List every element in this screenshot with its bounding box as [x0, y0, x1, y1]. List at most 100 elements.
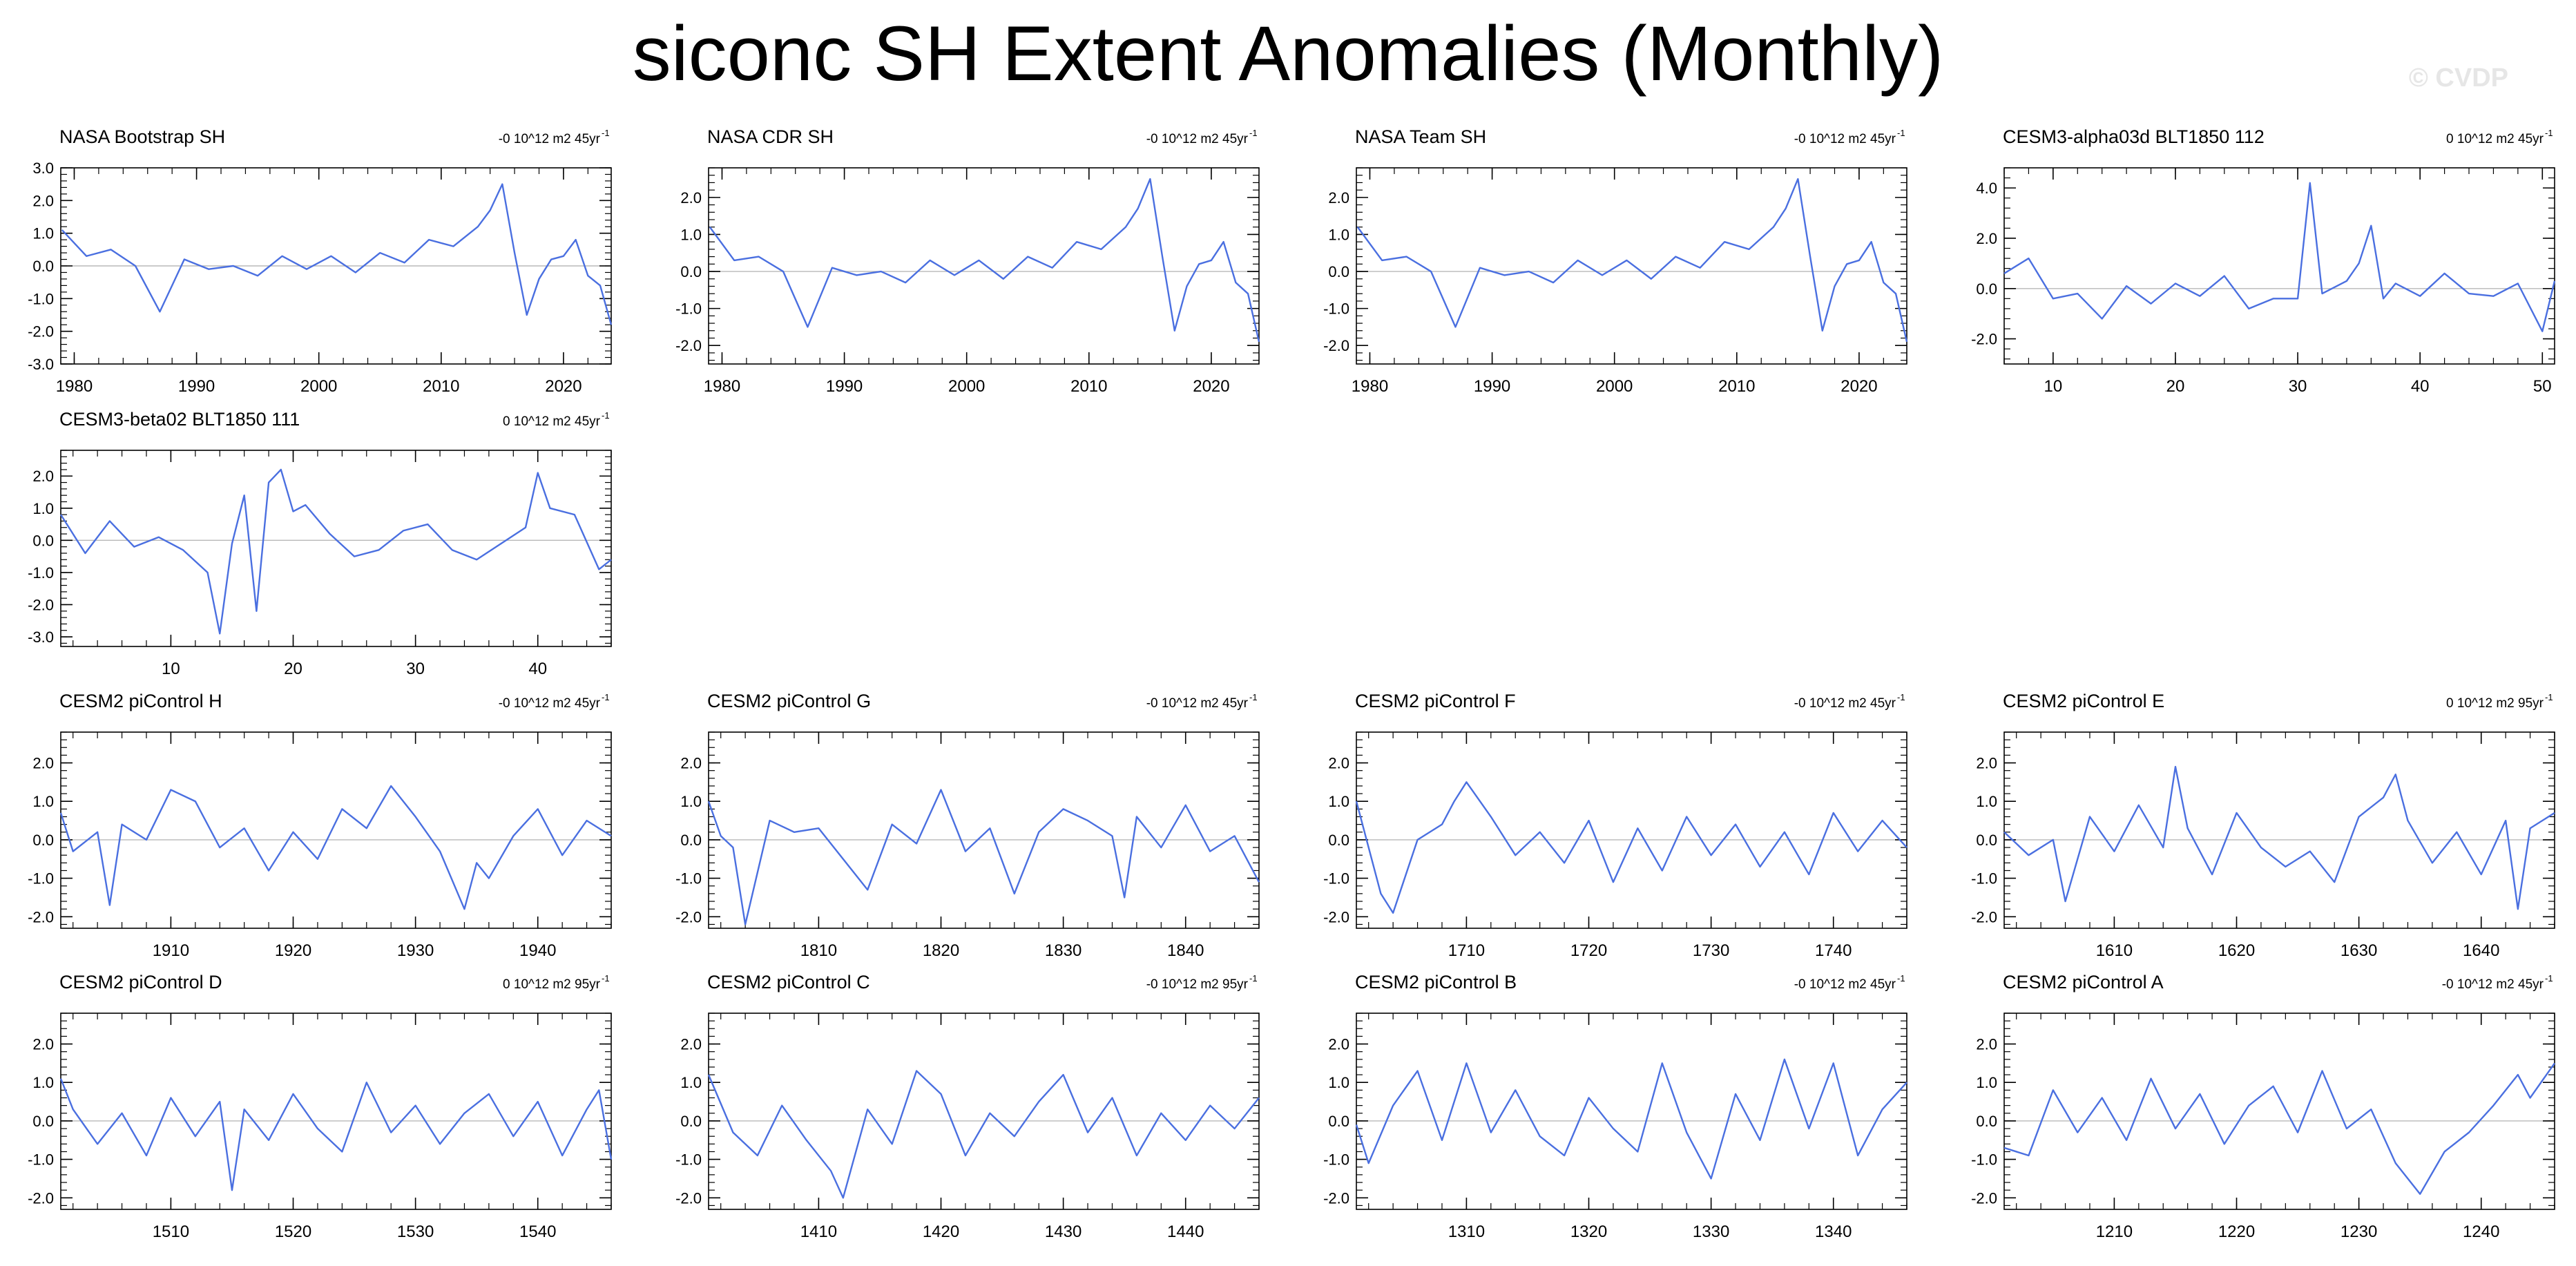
panel-3-y-tick-label: 4.0: [1976, 180, 1997, 197]
panel-3-stat-superscript: -1: [2545, 128, 2553, 138]
panel-11-y-tick-label: -2.0: [1323, 1189, 1349, 1207]
panel-9-x-tick-label: 1510: [153, 1222, 189, 1241]
panel-9-y-tick-label: 1.0: [32, 1074, 54, 1091]
panel-7-y-tick-label: -2.0: [1323, 908, 1349, 925]
panel-9-frame: [60, 1013, 612, 1210]
panel-1-stat-label: -0 10^12 m2 45yr: [1146, 132, 1249, 146]
panel-10-x-tick-label: 1410: [800, 1222, 837, 1241]
panel-6-y-tick-label: 0.0: [680, 832, 702, 849]
panel-6-x-tick-label: 1830: [1045, 941, 1082, 960]
panel-12-frame: [2003, 1013, 2555, 1210]
panel-6-stat-superscript: -1: [1249, 692, 1258, 702]
panel-7-y-tick-label: 1.0: [1328, 793, 1349, 810]
panel-3-title: CESM3-alpha03d BLT1850 112: [2003, 126, 2265, 147]
panel-1: NASA CDR SH -0 10^12 m2 45yr -1 1980 1990 200…: [675, 126, 1260, 396]
panel-8-frame: [2003, 731, 2555, 929]
panel-6-stat-label: -0 10^12 m2 45yr: [1146, 696, 1249, 711]
panel-11-y-tick-label: -1.0: [1323, 1151, 1349, 1169]
panel-12-title: CESM2 piControl A: [2003, 972, 2164, 992]
panel-9-x-tick-label: 1520: [275, 1222, 311, 1241]
panel-6-x-tick-label: 1820: [923, 941, 959, 960]
panel-3-x-tick-label: 40: [2411, 377, 2430, 396]
panel-10-y-tick-label: 0.0: [680, 1113, 702, 1130]
panel-8-stat-label: 0 10^12 m2 95yr: [2446, 696, 2544, 711]
panel-4-stat-superscript: -1: [602, 410, 610, 421]
panel-3: CESM3-alpha03d BLT1850 112 0 10^12 m2 45y…: [1971, 126, 2556, 396]
panel-1-x-tick-label: 1990: [826, 377, 863, 396]
panel-12-y-tick-label: 0.0: [1976, 1113, 1997, 1130]
panel-11-x-tick-label: 1320: [1570, 1222, 1607, 1241]
panel-1-y-tick-label: -2.0: [675, 337, 702, 354]
panel-9-y-tick-label: 0.0: [32, 1113, 54, 1130]
panel-8-x-tick-label: 1620: [2218, 941, 2255, 960]
panel-2-x-tick-label: 2020: [1840, 377, 1877, 396]
panel-4-series-line: [59, 468, 612, 635]
panel-7-frame: [1356, 731, 1907, 929]
panel-11-x-tick-label: 1330: [1693, 1222, 1729, 1241]
panel-4-x-tick-label: 40: [528, 660, 547, 678]
panel-11-y-tick-label: 0.0: [1328, 1113, 1349, 1130]
panel-11-x-tick-label: 1310: [1448, 1222, 1485, 1241]
panel-6-title: CESM2 piControl G: [707, 691, 871, 711]
panel-0-y-tick-label: 3.0: [32, 160, 54, 177]
panel-5-x-tick-label: 1910: [153, 941, 189, 960]
panel-12-y-tick-label: 1.0: [1976, 1074, 1997, 1091]
panel-7-y-tick-label: 2.0: [1328, 755, 1349, 772]
panel-0-y-tick-label: 2.0: [32, 192, 54, 209]
panel-2-y-tick-label: -2.0: [1323, 337, 1349, 354]
panel-10-y-tick-label: 2.0: [680, 1036, 702, 1053]
panel-5-y-tick-label: 1.0: [32, 793, 54, 810]
panel-0-title: NASA Bootstrap SH: [59, 126, 225, 147]
panel-8-x-tick-label: 1610: [2096, 941, 2133, 960]
panel-7-title: CESM2 piControl F: [1355, 691, 1516, 711]
panel-2: NASA Team SH -0 10^12 m2 45yr -1 1980 1990 20…: [1323, 126, 1908, 396]
panel-4-x-tick-label: 10: [162, 660, 180, 678]
panel-4-frame: [60, 450, 612, 647]
panel-9-stat-superscript: -1: [602, 973, 610, 984]
panel-2-x-tick-label: 2000: [1596, 377, 1633, 396]
panel-8-y-tick-label: 0.0: [1976, 832, 1997, 849]
panel-0-series-line: [61, 183, 613, 325]
panel-9-series-line: [59, 1078, 613, 1191]
panel-9-title: CESM2 piControl D: [59, 972, 222, 992]
panel-3-x-tick-label: 30: [2289, 377, 2307, 396]
panel-12-x-tick-label: 1220: [2218, 1222, 2255, 1241]
panel-11-x-tick-label: 1340: [1815, 1222, 1852, 1241]
panel-4-y-tick-label: -3.0: [28, 629, 54, 646]
panel-4-title: CESM3-beta02 BLT1850 111: [59, 409, 300, 430]
panel-3-stat-label: 0 10^12 m2 45yr: [2446, 132, 2544, 146]
panel-2-stat-label: -0 10^12 m2 45yr: [1794, 132, 1896, 146]
panel-1-title: NASA CDR SH: [707, 126, 834, 147]
panel-10-frame: [708, 1013, 1260, 1210]
panel-3-frame: [2003, 167, 2555, 365]
panel-5-y-tick-label: -2.0: [28, 908, 54, 925]
panel-7-x-tick-label: 1710: [1448, 941, 1485, 960]
panel-9-x-tick-label: 1540: [519, 1222, 556, 1241]
panel-7-series-line: [1355, 781, 1907, 914]
panel-10-y-tick-label: -1.0: [675, 1151, 702, 1169]
panel-2-x-tick-label: 1980: [1352, 377, 1388, 396]
panel-0-y-tick-label: -1.0: [28, 290, 54, 307]
cvdp-watermark: © CVDP: [2408, 64, 2508, 93]
panel-0-x-tick-label: 2020: [545, 377, 581, 396]
panel-4: CESM3-beta02 BLT1850 111 0 10^12 m2 45yr -…: [28, 409, 612, 678]
panel-1-y-tick-label: 0.0: [680, 263, 702, 280]
panel-8-x-tick-label: 1630: [2340, 941, 2377, 960]
panel-7-stat-label: -0 10^12 m2 45yr: [1794, 696, 1896, 711]
panel-5: CESM2 piControl H -0 10^12 m2 45yr -1 1910 1…: [28, 691, 612, 960]
panel-4-y-tick-label: -1.0: [28, 564, 54, 582]
panel-5-frame: [60, 731, 612, 929]
panel-9-y-tick-label: 2.0: [32, 1036, 54, 1053]
panel-0-stat-label: -0 10^12 m2 45yr: [499, 132, 601, 146]
panel-11-y-tick-label: 1.0: [1328, 1074, 1349, 1091]
panel-6-series-line: [707, 789, 1260, 925]
panel-10-title: CESM2 piControl C: [707, 972, 870, 992]
panel-6: CESM2 piControl G -0 10^12 m2 45yr -1 1810 1…: [675, 691, 1260, 960]
panel-2-title: NASA Team SH: [1355, 126, 1486, 147]
panel-7-x-tick-label: 1740: [1815, 941, 1852, 960]
panel-8-y-tick-label: -2.0: [1971, 908, 1997, 925]
panel-11-series-line: [1355, 1058, 1907, 1180]
panel-3-y-tick-label: 0.0: [1976, 280, 1997, 298]
panel-8-title: CESM2 piControl E: [2003, 691, 2164, 711]
panel-12-x-tick-label: 1240: [2463, 1222, 2499, 1241]
